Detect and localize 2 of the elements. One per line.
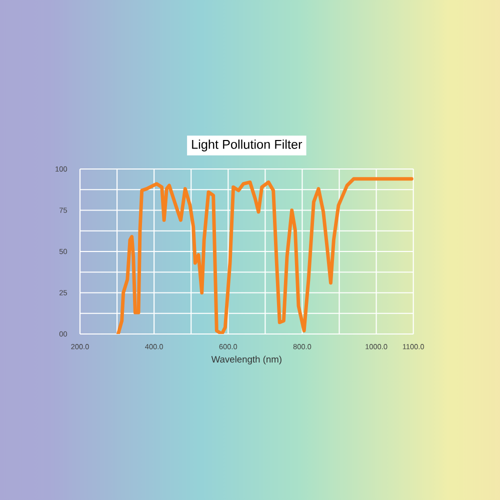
chart-title: Light Pollution Filter: [192, 140, 302, 152]
x-axis-title: Wavelength (nm): [211, 356, 282, 364]
